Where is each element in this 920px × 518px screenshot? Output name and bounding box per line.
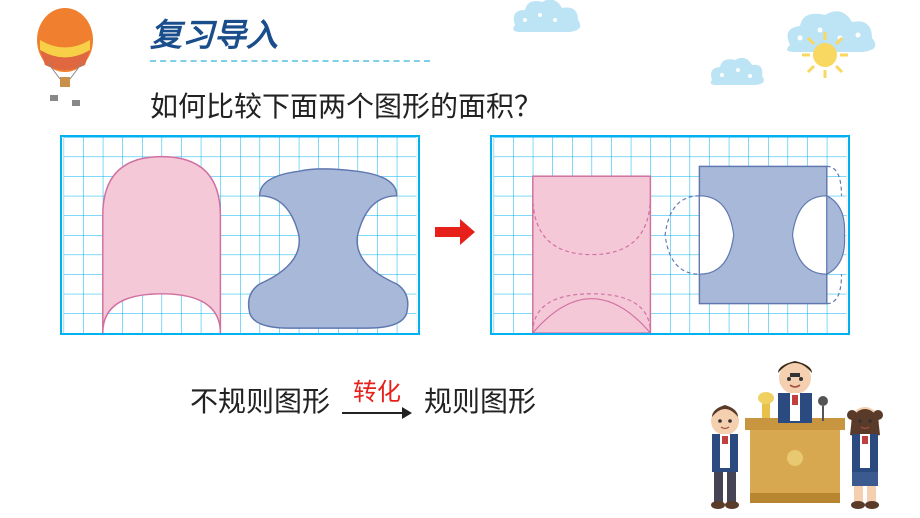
irregular-label: 不规则图形 xyxy=(190,380,330,420)
comparison-grids xyxy=(60,135,850,335)
transform-arrow-icon xyxy=(435,214,475,256)
transform-word: 转化 xyxy=(353,381,401,405)
question-text: 如何比较下面两个图形的面积？ xyxy=(150,85,542,125)
balloon-decoration xyxy=(30,5,100,115)
cloud-decoration xyxy=(500,0,590,40)
transform-label-group: 转化 xyxy=(342,381,412,419)
section-title: 复习导入 xyxy=(150,10,430,56)
students-podium-decoration xyxy=(690,343,900,513)
sun-decoration xyxy=(800,30,850,80)
cloud-decoration xyxy=(700,50,770,90)
title-underline xyxy=(150,60,430,62)
section-header: 复习导入 xyxy=(150,10,430,62)
left-grid xyxy=(60,135,420,335)
small-arrow-icon xyxy=(342,407,412,419)
right-grid xyxy=(490,135,850,335)
regular-label: 规则图形 xyxy=(424,380,536,420)
bottom-summary: 不规则图形 转化 规则图形 xyxy=(190,380,536,420)
